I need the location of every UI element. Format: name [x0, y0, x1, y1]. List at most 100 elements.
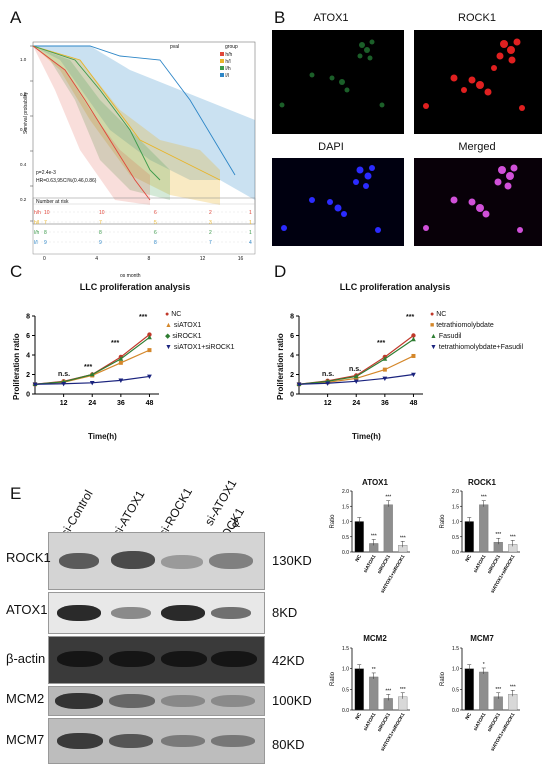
y-tick-label: 2 — [26, 372, 30, 379]
category-label: siROCK1 — [486, 554, 502, 575]
bar-y-label: Ratio — [330, 671, 336, 686]
data-point — [147, 348, 152, 353]
blot-atox1 — [48, 592, 265, 634]
significance-label: *** — [510, 684, 516, 690]
y-tick-label: 4 — [290, 353, 294, 360]
survival-x-label: os month — [120, 273, 141, 279]
y-tick-label: 1.5 — [342, 504, 349, 510]
x-tick: 4 — [95, 256, 99, 262]
y-tick-label: 8 — [26, 314, 30, 321]
risk-row: h/h 10 10 6 2 1 — [34, 210, 256, 218]
risk-count: 1 — [249, 210, 252, 216]
significance-label: *** — [495, 687, 501, 693]
significance-label: *** — [400, 687, 406, 693]
data-point — [147, 332, 152, 337]
legend-item: h/l — [220, 59, 232, 66]
legend-item: ▼ siATOX1+siROCK1 — [165, 344, 235, 351]
risk-count: 1 — [249, 220, 252, 226]
risk-count: 7 — [44, 220, 47, 226]
legend-label: tetrathiomolybdate — [436, 322, 494, 329]
significance-label: *** — [400, 535, 406, 541]
fluor-title-atox1: ATOX1 — [313, 12, 349, 24]
panel-c-sig: *** — [139, 314, 148, 321]
legend-item: h/h — [220, 52, 232, 59]
bar — [354, 668, 364, 711]
risk-count: 8 — [99, 230, 102, 236]
risk-count: 2 — [209, 230, 212, 236]
y-tick-label: 0.0 — [342, 550, 349, 556]
bar — [479, 504, 489, 553]
y-tick-label: 1.5 — [342, 646, 349, 652]
risk-row-label: h/l — [34, 220, 40, 226]
survival-y-tick-labels: 1.0 0.8 0.6 0.4 0.2 — [20, 42, 26, 217]
y-tick: 0.6 — [20, 127, 27, 132]
risk-count: 6 — [154, 210, 157, 216]
panel-d-sig: n.s. — [322, 371, 335, 378]
y-tick-label: 0.5 — [342, 535, 349, 541]
y-tick-label: 1.0 — [342, 520, 349, 526]
blot-kd-label: 130KD — [272, 553, 312, 568]
significance-label: *** — [385, 688, 391, 694]
data-point — [411, 333, 416, 338]
blot-kd-label: 42KD — [272, 653, 305, 668]
blot-mcm7 — [48, 718, 265, 764]
bar — [369, 676, 379, 711]
legend-item: ▼ tetrathiomolybdate+Fasudil — [430, 344, 524, 351]
blot-mcm2 — [48, 686, 265, 716]
x-tick-label: 48 — [146, 400, 154, 407]
bar-title-mcm7: MCM7 — [470, 634, 494, 643]
data-point — [354, 376, 359, 381]
risk-count: 8 — [154, 240, 157, 246]
panel-c-sig: *** — [84, 364, 93, 371]
category-label: NC — [354, 554, 363, 563]
y-tick-label: 1.0 — [342, 667, 349, 673]
data-point — [411, 372, 416, 378]
panel-letter-d: D — [274, 262, 287, 281]
y-tick-label: 0 — [26, 392, 30, 399]
category-label: siATOX1 — [363, 712, 378, 732]
risk-row-label: l/h — [34, 230, 40, 236]
data-point — [411, 353, 416, 358]
x-tick-label: 12 — [324, 400, 332, 407]
category-label: siATOX1 — [473, 712, 488, 732]
significance-label: *** — [371, 533, 377, 539]
hr-text: HR=0.63,95CI%(0.46,0.86) — [36, 178, 97, 184]
data-point — [147, 374, 152, 380]
panel-c-sig: *** — [111, 340, 120, 347]
panel-d-sig: *** — [377, 340, 386, 347]
y-tick-label: 0 — [290, 392, 294, 399]
data-point — [89, 371, 95, 377]
significance-label: *** — [385, 495, 391, 501]
category-label: siATOX1 — [473, 554, 488, 574]
panel-letter-e: E — [10, 484, 22, 503]
risk-count: 5 — [154, 220, 157, 226]
y-tick-label: 2 — [290, 372, 294, 379]
legend-item: ▲ Fasudil — [430, 333, 462, 340]
significance-label: *** — [495, 532, 501, 538]
panel-letter-c: C — [10, 262, 23, 281]
bar-title-rock1: ROCK1 — [467, 478, 496, 487]
legend-item: l/h — [220, 66, 232, 73]
legend-label: siATOX1 — [173, 322, 202, 329]
risk-count: 7 — [99, 220, 102, 226]
significance-label: *** — [510, 534, 516, 540]
panel-d-x-label: Time(h) — [352, 432, 381, 441]
risk-row: l/l 9 9 8 7 4 — [34, 240, 256, 248]
panel-c-x-label: Time(h) — [88, 432, 117, 441]
fluor-image-atox1 — [272, 30, 404, 134]
group-label: group — [225, 44, 238, 50]
risk-x-ticks: 0 4 8 12 16 — [33, 256, 255, 264]
risk-count: 4 — [249, 240, 252, 246]
risk-count: 9 — [99, 240, 102, 246]
legend-item: ■ tetrathiomolybdate — [430, 322, 494, 329]
blot-rock1 — [48, 532, 265, 590]
risk-count: 3 — [209, 220, 212, 226]
legend-label: h/l — [225, 59, 231, 65]
y-tick-label: 6 — [290, 333, 294, 340]
bar-y-label: Ratio — [440, 514, 446, 529]
data-point — [118, 378, 124, 383]
risk-row-label: l/l — [34, 240, 38, 246]
y-tick-label: 6 — [26, 333, 30, 340]
